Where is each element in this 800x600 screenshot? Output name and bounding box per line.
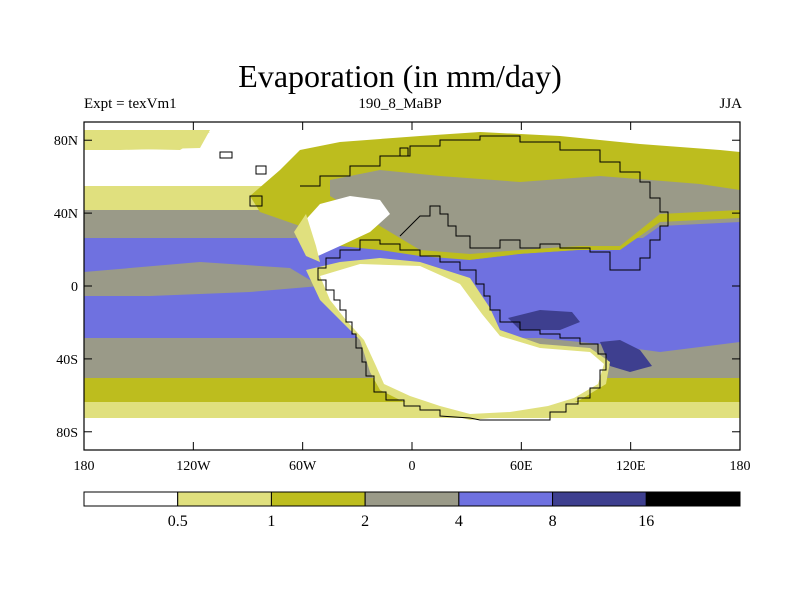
- x-tick-label: 0: [409, 459, 416, 474]
- coastline-north-continent: [300, 135, 669, 271]
- band-south-pale: [84, 402, 740, 420]
- north-desert-white: [300, 196, 390, 256]
- colorbar-swatch: [270, 491, 366, 507]
- north-pale-strip: [84, 130, 210, 150]
- colorbar-level-label: 1: [267, 513, 275, 530]
- x-tick-label: 180: [730, 459, 751, 474]
- contour-fields: [84, 122, 740, 450]
- y-tick-label: 80N: [54, 134, 78, 149]
- plot-title: Evaporation (in mm/day): [238, 58, 562, 94]
- colorbar-labels: 0.5 1 2 4 8 16: [168, 513, 655, 530]
- colorbar-swatch: [83, 491, 179, 507]
- axis-ticks: [83, 122, 741, 450]
- eurasia-gray: [330, 170, 740, 254]
- tropical-gray-west: [84, 262, 320, 296]
- x-tick-label: 60W: [289, 459, 317, 474]
- y-tick-label: 0: [71, 280, 78, 295]
- period-label: 190_8_MaBP: [358, 96, 442, 112]
- season-label: JJA: [719, 96, 742, 112]
- colorbar-swatch: [645, 491, 741, 507]
- coastline-south-continent: [317, 239, 607, 421]
- colorbar-level-label: 4: [455, 513, 463, 530]
- colorbar: [83, 491, 741, 507]
- colorbar-level-label: 16: [638, 513, 654, 530]
- coastline-islands: [219, 147, 409, 207]
- y-tick-labels: 80N 40N 0 40S 80S: [54, 134, 78, 441]
- north-desert-pale: [294, 214, 320, 262]
- y-tick-label: 40S: [56, 353, 78, 368]
- x-tick-label: 60E: [510, 459, 533, 474]
- x-tick-label: 120W: [176, 459, 211, 474]
- colorbar-swatch: [458, 491, 554, 507]
- colorbar-level-label: 2: [361, 513, 369, 530]
- colorbar-swatch: [552, 491, 647, 507]
- y-tick-label: 40N: [54, 207, 78, 222]
- colorbar-level-label: 0.5: [168, 513, 188, 530]
- x-tick-label: 180: [74, 459, 95, 474]
- colorbar-level-label: 8: [549, 513, 557, 530]
- colorbar-swatch: [177, 491, 272, 507]
- colorbar-swatch: [364, 491, 460, 507]
- y-tick-label: 80S: [56, 426, 78, 441]
- x-tick-label: 120E: [616, 459, 646, 474]
- coastlines: [219, 135, 669, 421]
- east-ocean-darkblue-a: [508, 310, 580, 330]
- east-ocean-darkblue-b: [600, 340, 652, 372]
- experiment-label: Expt = texVm1: [84, 96, 177, 112]
- south-continent-white: [320, 264, 604, 414]
- x-tick-labels: 180 120W 60W 0 60E 120E 180: [74, 459, 751, 474]
